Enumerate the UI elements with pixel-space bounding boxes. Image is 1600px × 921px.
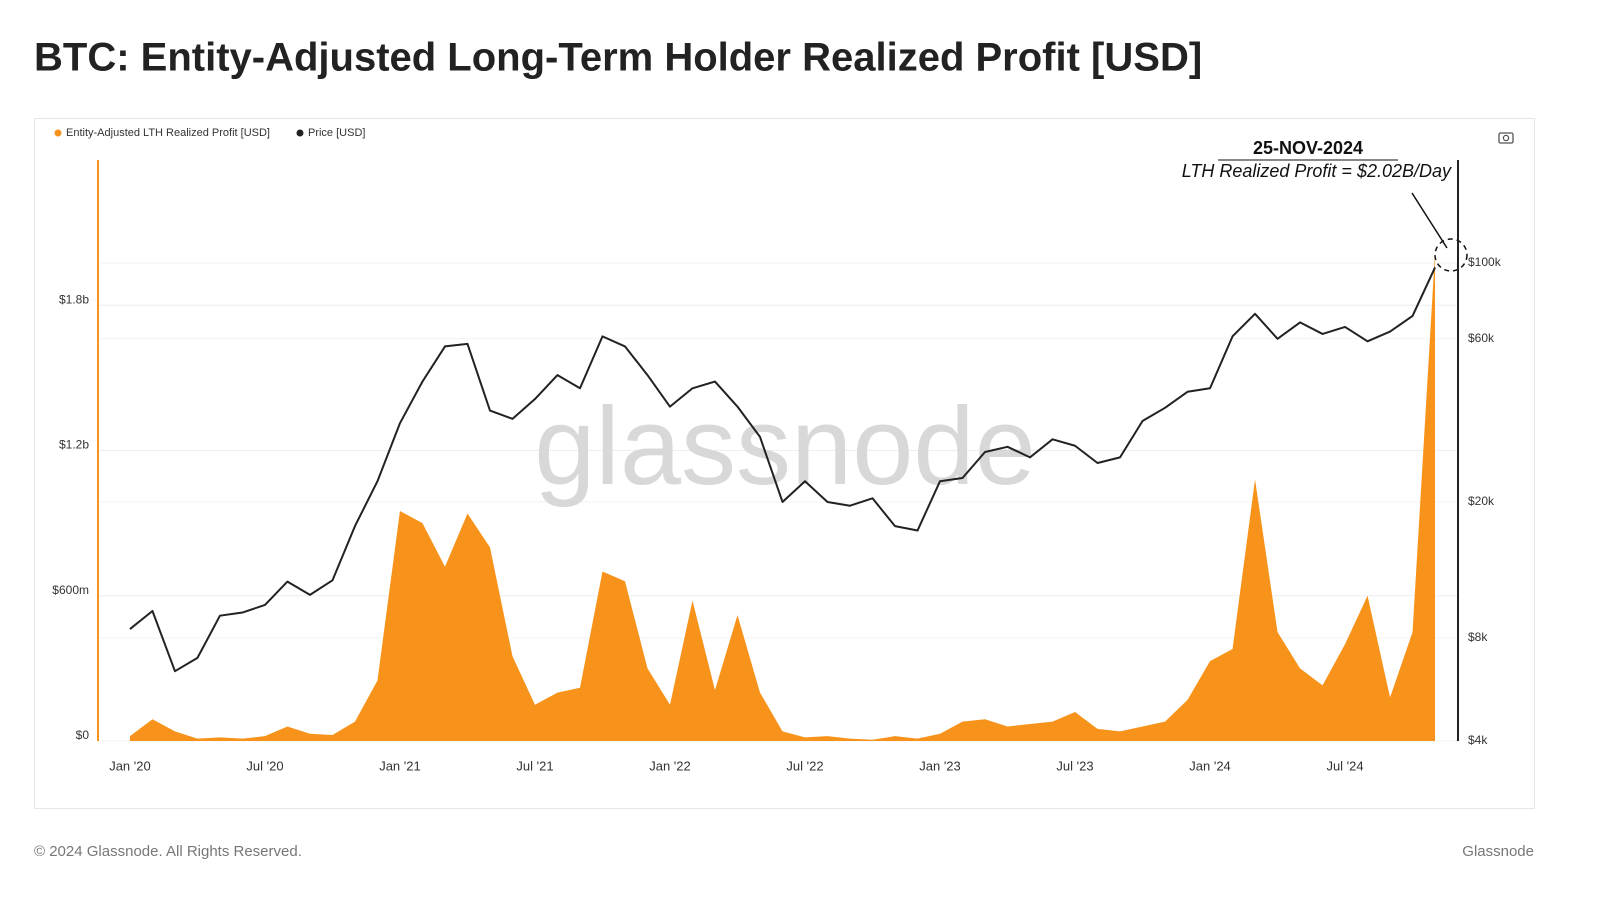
copyright: © 2024 Glassnode. All Rights Reserved. [34,843,302,860]
brand: Glassnode [1462,843,1534,860]
x-tick-label: Jan '24 [1189,758,1231,773]
watermark: glassnode [534,385,1036,508]
y-tick-label: $0 [76,728,90,742]
x-tick-label: Jan '21 [379,758,421,773]
annotation-arrow [1411,192,1448,249]
x-tick-label: Jan '22 [649,758,691,773]
profit-area [129,251,1436,741]
chart-title: BTC: Entity-Adjusted Long-Term Holder Re… [34,36,1202,80]
annotation-date: 25-NOV-2024 [1253,138,1363,158]
x-tick-label: Jul '24 [1326,758,1363,773]
x-tick-label: Jul '21 [516,758,553,773]
legend-label: Price [USD] [308,127,365,139]
legend-dot [296,129,304,137]
x-tick-label: Jan '23 [919,758,961,773]
x-tick-label: Jan '20 [109,758,151,773]
annotation-circle [1434,238,1468,272]
camera-icon [1498,132,1514,144]
y2-tick-label: $100k [1468,255,1502,269]
y-tick-label: $1.2b [59,438,89,452]
y2-tick-label: $4k [1468,733,1488,747]
x-tick-label: Jul '22 [786,758,823,773]
y-tick-label: $600m [52,583,89,597]
legend-dot [54,129,62,137]
y2-tick-label: $8k [1468,630,1488,644]
y2-tick-label: $60k [1468,331,1495,345]
y-tick-label: $1.8b [59,292,89,306]
legend-label: Entity-Adjusted LTH Realized Profit [USD… [66,127,270,139]
price-line [129,267,1436,673]
annotation-text: LTH Realized Profit = $2.02B/Day [1182,161,1452,181]
x-tick-label: Jul '20 [246,758,283,773]
y2-tick-label: $20k [1468,494,1495,508]
x-tick-label: Jul '23 [1056,758,1093,773]
